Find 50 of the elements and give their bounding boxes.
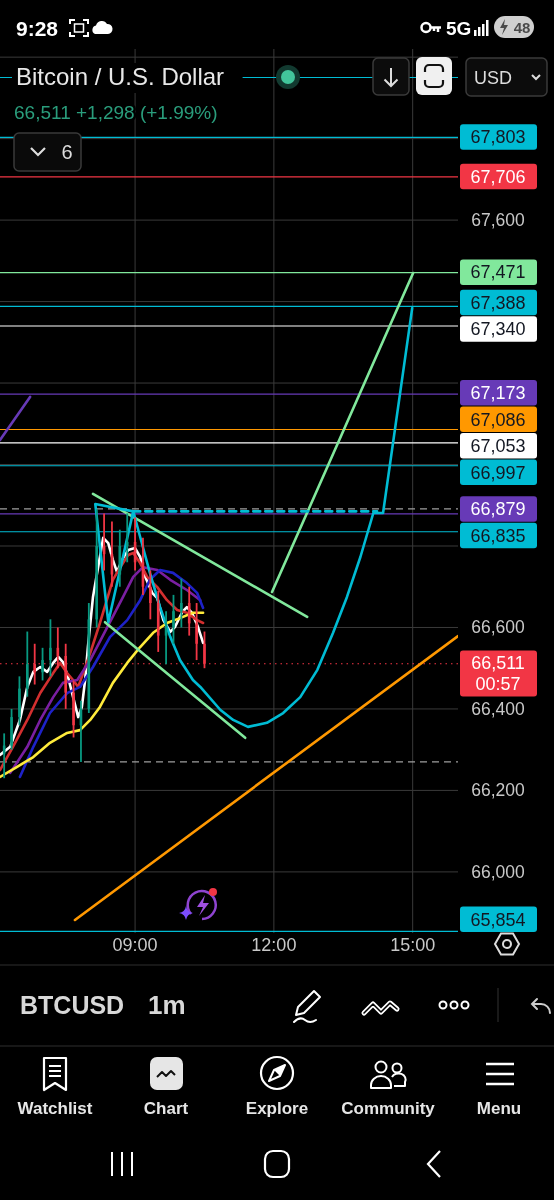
ref-line-label: 67,388 [470, 292, 526, 313]
y-tick-label: 66,200 [471, 780, 526, 801]
text: 66,511 +1,298 (+1.99%) [14, 102, 218, 123]
x-tick-label: 12:00 [251, 935, 297, 955]
candlestick [41, 646, 44, 682]
text: Explore [245, 1099, 309, 1118]
ref-line-label: 66,835 [470, 525, 526, 546]
candlestick [10, 708, 13, 751]
text: USD [474, 68, 513, 88]
candlestick [49, 618, 52, 678]
y-tick-label: 67,600 [471, 210, 526, 231]
text: 1m [148, 990, 186, 1020]
y-tick-label: 66,600 [471, 617, 526, 638]
ref-line-label: 67,053 [470, 436, 526, 457]
text: 9:28 [16, 17, 59, 40]
ref-line-label: 66,997 [470, 462, 526, 483]
ref-line-label: 67,340 [470, 319, 526, 340]
candlestick [172, 593, 175, 645]
text: Watchlist [17, 1099, 93, 1118]
candlestick [180, 577, 183, 629]
annotation: 6 [61, 141, 73, 163]
text: Bitcoin / U.S. Dollar [16, 63, 225, 90]
text: BTCUSD [20, 991, 125, 1019]
candlestick [72, 679, 75, 739]
ref-line-label: 67,706 [470, 166, 526, 187]
ref-line-label: 66,511 [471, 653, 525, 674]
candlestick [95, 508, 98, 629]
text: Chart [143, 1099, 189, 1118]
ref-line-label: 66,879 [470, 499, 526, 520]
candlestick [18, 675, 21, 727]
candlestick [149, 569, 152, 621]
x-tick-label: 15:00 [390, 935, 436, 955]
text: Menu [476, 1099, 522, 1118]
ref-line-label: 67,086 [470, 409, 526, 430]
y-tick-label: 66,000 [471, 861, 526, 882]
ref-line-label: 67,173 [470, 383, 526, 404]
candlestick [125, 512, 129, 564]
text: 00:57 [475, 674, 521, 695]
text: 5G [446, 18, 472, 39]
candlestick [25, 630, 29, 698]
candlestick [187, 585, 191, 637]
text: 48 [513, 19, 531, 36]
text: Community [341, 1099, 436, 1118]
y-tick-label: 66,400 [471, 698, 526, 719]
x-tick-label: 09:00 [112, 935, 158, 955]
candlestick [203, 630, 206, 670]
candlestick [195, 602, 198, 661]
ref-line-label: 67,803 [470, 127, 526, 148]
ref-line-label: 65,854 [470, 909, 526, 930]
ref-line-label: 67,471 [470, 262, 526, 283]
